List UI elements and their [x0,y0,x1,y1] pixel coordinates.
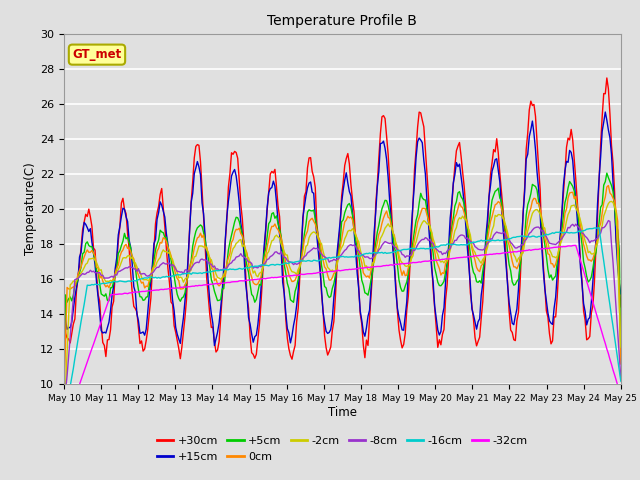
Title: Temperature Profile B: Temperature Profile B [268,14,417,28]
0cm [605,183,612,189]
Text: GT_met: GT_met [72,48,122,61]
-32cm [129,290,136,296]
0cm [226,251,234,256]
Line: 0cm: 0cm [64,186,621,396]
-8cm [605,218,612,224]
+30cm [244,305,252,311]
0cm [254,281,262,287]
Line: -2cm: -2cm [64,202,621,424]
-16cm [617,378,625,384]
-16cm [226,266,234,272]
-8cm [129,264,136,270]
+15cm [228,173,236,179]
Legend: +30cm, +15cm, +5cm, 0cm, -2cm, -8cm, -16cm, -32cm: +30cm, +15cm, +5cm, 0cm, -2cm, -8cm, -16… [152,432,532,466]
-8cm [244,259,252,265]
+30cm [617,304,625,310]
0cm [129,253,136,259]
-16cm [595,225,603,230]
Line: +15cm: +15cm [64,112,621,346]
-8cm [586,240,594,246]
+15cm [246,321,254,327]
-16cm [129,278,136,284]
-16cm [254,264,262,269]
+30cm [129,290,136,296]
-32cm [588,294,595,300]
-16cm [303,258,311,264]
-32cm [60,425,68,431]
+15cm [60,312,68,317]
-2cm [254,274,262,279]
-16cm [244,265,252,271]
+15cm [305,180,313,186]
-2cm [617,344,625,350]
+15cm [211,343,218,348]
-2cm [303,242,311,248]
-16cm [586,226,594,231]
-2cm [244,255,252,261]
+30cm [226,170,234,176]
+15cm [255,306,263,312]
+15cm [617,291,625,297]
Line: -32cm: -32cm [64,245,621,428]
+15cm [129,261,136,267]
+5cm [244,270,252,276]
+5cm [617,354,625,360]
-2cm [129,254,136,260]
-32cm [617,393,625,399]
-16cm [60,420,68,426]
Line: +5cm: +5cm [64,173,621,385]
Line: +30cm: +30cm [64,78,621,359]
+15cm [602,109,609,115]
-32cm [226,280,234,286]
+5cm [254,289,262,295]
Line: -8cm: -8cm [64,221,621,410]
+5cm [129,255,136,261]
0cm [60,393,68,398]
+5cm [60,383,68,388]
-8cm [254,265,262,271]
+30cm [288,356,296,362]
+30cm [60,311,68,316]
+5cm [586,277,594,283]
Line: -16cm: -16cm [64,228,621,423]
+30cm [305,155,313,161]
+5cm [226,239,234,245]
-32cm [572,242,580,248]
0cm [244,261,252,266]
+30cm [588,310,595,316]
+30cm [254,336,262,342]
0cm [586,257,594,263]
-2cm [607,199,615,204]
0cm [617,361,625,367]
-2cm [586,249,594,254]
-8cm [60,408,68,413]
+30cm [603,75,611,81]
+5cm [303,209,311,215]
-2cm [226,257,234,263]
-32cm [244,277,252,283]
-32cm [303,271,311,276]
-32cm [254,276,262,282]
+15cm [588,299,595,305]
X-axis label: Time: Time [328,406,357,419]
0cm [303,228,311,234]
Y-axis label: Temperature(C): Temperature(C) [24,162,37,255]
-8cm [617,375,625,381]
-8cm [226,261,234,266]
-8cm [303,250,311,256]
-2cm [60,421,68,427]
+5cm [603,170,611,176]
